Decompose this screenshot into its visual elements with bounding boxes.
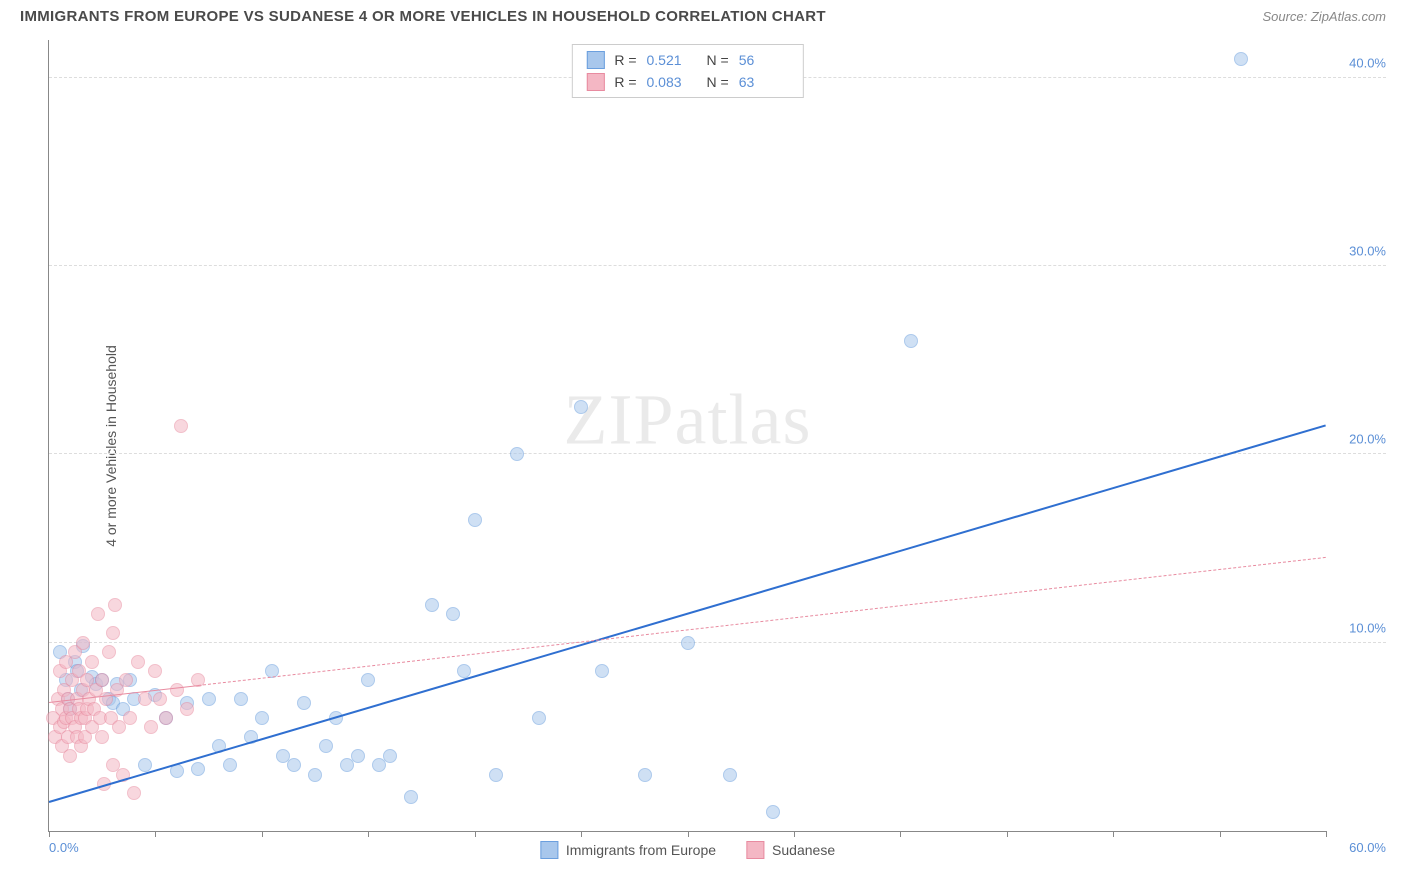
data-point xyxy=(123,711,137,725)
series-legend: Immigrants from Europe Sudanese xyxy=(540,841,835,859)
data-point xyxy=(91,607,105,621)
data-point xyxy=(595,664,609,678)
legend-label: Sudanese xyxy=(772,842,835,858)
data-point xyxy=(766,805,780,819)
x-tick xyxy=(900,831,901,837)
data-point xyxy=(85,655,99,669)
legend-swatch xyxy=(540,841,558,859)
data-point xyxy=(574,400,588,414)
data-point xyxy=(468,513,482,527)
data-point xyxy=(202,692,216,706)
x-tick xyxy=(368,831,369,837)
legend-row: R = 0.083 N = 63 xyxy=(586,71,788,93)
x-tick xyxy=(1007,831,1008,837)
y-tick-label: 20.0% xyxy=(1349,432,1386,447)
r-value: 0.083 xyxy=(647,74,697,90)
x-tick xyxy=(49,831,50,837)
x-tick xyxy=(688,831,689,837)
data-point xyxy=(131,655,145,669)
x-tick xyxy=(1220,831,1221,837)
data-point xyxy=(297,696,311,710)
n-label: N = xyxy=(707,52,729,68)
data-point xyxy=(723,768,737,782)
data-point xyxy=(308,768,322,782)
gridline xyxy=(49,642,1386,643)
data-point xyxy=(489,768,503,782)
x-max-label: 60.0% xyxy=(1349,840,1386,855)
data-point xyxy=(532,711,546,725)
data-point xyxy=(106,626,120,640)
n-value: 63 xyxy=(739,74,789,90)
data-point xyxy=(510,447,524,461)
data-point xyxy=(144,720,158,734)
data-point xyxy=(234,692,248,706)
data-point xyxy=(174,419,188,433)
legend-row: R = 0.521 N = 56 xyxy=(586,49,788,71)
data-point xyxy=(223,758,237,772)
x-tick xyxy=(1326,831,1327,837)
legend-label: Immigrants from Europe xyxy=(566,842,716,858)
x-min-label: 0.0% xyxy=(49,840,79,855)
x-tick xyxy=(155,831,156,837)
r-label: R = xyxy=(614,52,636,68)
r-label: R = xyxy=(614,74,636,90)
gridline xyxy=(49,265,1386,266)
r-value: 0.521 xyxy=(647,52,697,68)
x-tick xyxy=(475,831,476,837)
x-tick xyxy=(262,831,263,837)
chart-title: IMMIGRANTS FROM EUROPE VS SUDANESE 4 OR … xyxy=(20,8,826,25)
data-point xyxy=(1234,52,1248,66)
data-point xyxy=(95,673,109,687)
data-point xyxy=(425,598,439,612)
data-point xyxy=(904,334,918,348)
data-point xyxy=(153,692,167,706)
source-attribution: Source: ZipAtlas.com xyxy=(1262,9,1386,24)
n-label: N = xyxy=(707,74,729,90)
legend-swatch xyxy=(746,841,764,859)
data-point xyxy=(446,607,460,621)
data-point xyxy=(138,692,152,706)
data-point xyxy=(119,673,133,687)
legend-swatch xyxy=(586,73,604,91)
data-point xyxy=(159,711,173,725)
x-tick xyxy=(1113,831,1114,837)
data-point xyxy=(102,645,116,659)
trend-line xyxy=(198,557,1326,686)
data-point xyxy=(319,739,333,753)
data-point xyxy=(127,786,141,800)
gridline xyxy=(49,453,1386,454)
data-point xyxy=(255,711,269,725)
x-tick xyxy=(794,831,795,837)
y-tick-label: 30.0% xyxy=(1349,244,1386,259)
data-point xyxy=(287,758,301,772)
correlation-legend: R = 0.521 N = 56 R = 0.083 N = 63 xyxy=(571,44,803,98)
data-point xyxy=(191,762,205,776)
data-point xyxy=(76,636,90,650)
data-point xyxy=(681,636,695,650)
data-point xyxy=(351,749,365,763)
y-tick-label: 10.0% xyxy=(1349,620,1386,635)
data-point xyxy=(170,683,184,697)
data-point xyxy=(95,730,109,744)
n-value: 56 xyxy=(739,52,789,68)
legend-item: Immigrants from Europe xyxy=(540,841,716,859)
legend-item: Sudanese xyxy=(746,841,835,859)
trend-line xyxy=(49,424,1327,803)
data-point xyxy=(108,598,122,612)
data-point xyxy=(638,768,652,782)
data-point xyxy=(180,702,194,716)
watermark: ZIPatlas xyxy=(564,378,812,461)
data-point xyxy=(361,673,375,687)
x-tick xyxy=(581,831,582,837)
scatter-plot-area: ZIPatlas 10.0%20.0%30.0%40.0%0.0%60.0%R … xyxy=(48,40,1326,832)
data-point xyxy=(148,664,162,678)
data-point xyxy=(383,749,397,763)
y-tick-label: 40.0% xyxy=(1349,55,1386,70)
data-point xyxy=(404,790,418,804)
legend-swatch xyxy=(586,51,604,69)
